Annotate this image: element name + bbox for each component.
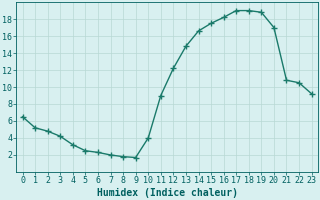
X-axis label: Humidex (Indice chaleur): Humidex (Indice chaleur)	[97, 188, 237, 198]
